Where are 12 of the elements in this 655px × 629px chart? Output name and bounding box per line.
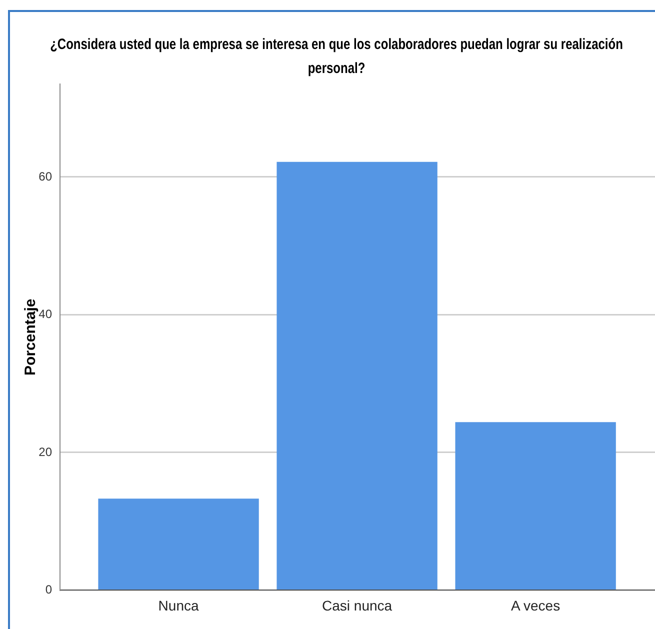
y-tick-label: 60 xyxy=(38,169,52,184)
bar xyxy=(98,498,259,590)
x-tick-label: A veces xyxy=(511,597,560,614)
y-tick-label: 20 xyxy=(38,444,52,459)
y-axis-title: Porcentaje xyxy=(22,298,40,376)
y-tick-label: 0 xyxy=(45,582,52,597)
chart-title: ¿Considera usted que la empresa se interesa en que los colaboradores puedan lograr su realización personal? xyxy=(49,35,624,79)
bar xyxy=(276,162,438,590)
bar xyxy=(455,422,616,590)
x-tick-label: Casi nunca xyxy=(322,597,392,614)
x-tick-label: Nunca xyxy=(158,597,199,614)
y-tick-label: 40 xyxy=(38,307,52,322)
